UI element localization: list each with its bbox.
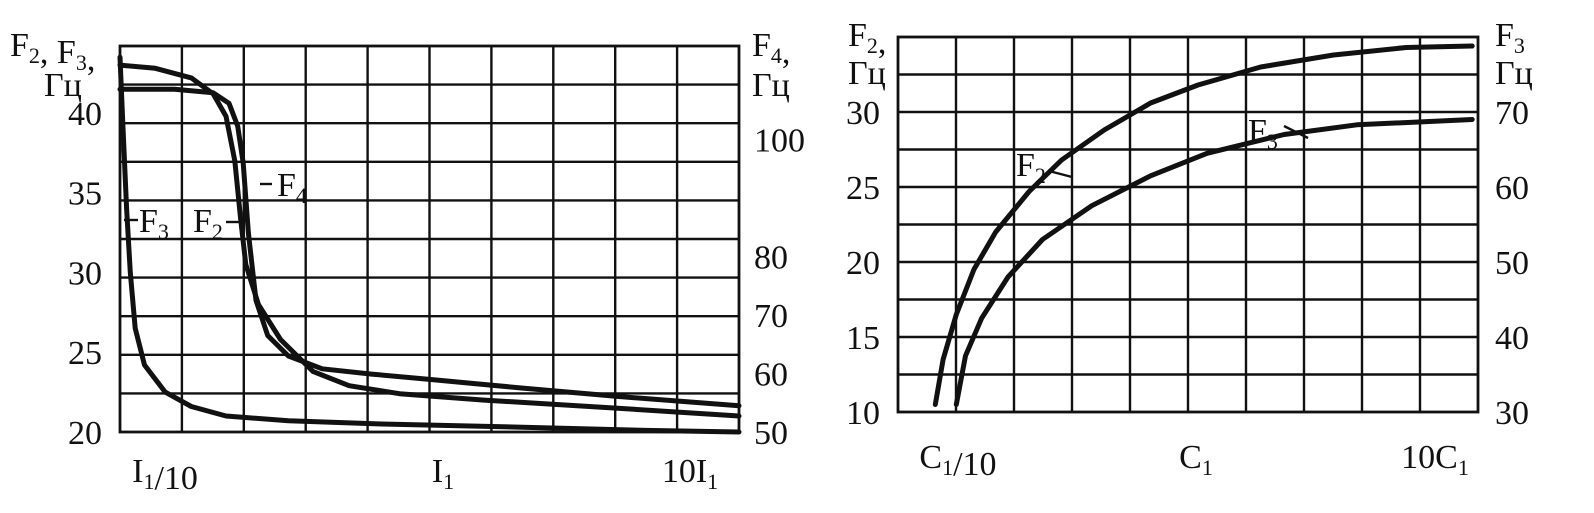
x-tick-label: C1/10: [919, 439, 996, 483]
series-F2-line: [932, 43, 1475, 407]
right-tick-label: 60: [1495, 170, 1529, 207]
right-tick-label: 50: [754, 415, 788, 452]
x-tick-label: C1: [1179, 439, 1213, 480]
left-tick-label: 25: [68, 335, 102, 372]
left-axis-label: Гц: [44, 67, 82, 104]
left-tick-label: 20: [846, 245, 880, 282]
series-F2-leader: [1048, 169, 1073, 179]
series-F3-leader: [1283, 124, 1309, 140]
plot-frame: [896, 35, 1480, 414]
series-F2-label: F2: [193, 203, 223, 244]
series-F3-label: F3: [139, 203, 169, 244]
grid: [120, 46, 739, 432]
left-tick-label: 35: [68, 176, 102, 213]
right-tick-label: 100: [754, 123, 805, 160]
x-tick-label: I1/10: [132, 453, 198, 497]
left-tick-label: 15: [846, 320, 880, 357]
right-tick-label: 70: [1495, 95, 1529, 132]
right-axis-label: F4,: [752, 27, 790, 71]
x-tick-label: I1: [432, 453, 454, 494]
series-F3-label: F3: [1248, 113, 1278, 154]
right-tick-label: 70: [754, 298, 788, 335]
series-F2-label: F2: [1016, 147, 1046, 188]
left-tick-label: 30: [846, 95, 880, 132]
x-tick-label: 10I1: [662, 453, 718, 494]
plot-frame: [118, 44, 741, 434]
series-F3-line: [953, 117, 1475, 407]
left-axis-label: F2, F3,: [10, 27, 95, 78]
right-axis-label: Гц: [1495, 55, 1533, 92]
x-tick-label: 10C1: [1401, 439, 1469, 480]
left-tick-label: 40: [68, 96, 102, 133]
left-axis-label: F2,: [848, 17, 886, 61]
left-tick-label: 30: [68, 255, 102, 292]
right-axis-label: Гц: [752, 67, 790, 104]
right-axis-label: F3: [1495, 17, 1525, 58]
series-F4-label: F4: [277, 167, 307, 208]
left-tick-label: 10: [846, 395, 880, 432]
left-axis-label: Гц: [848, 55, 886, 92]
left-tick-label: 20: [68, 415, 102, 452]
right-tick-label: 60: [754, 357, 788, 394]
series-F4-line: [117, 86, 742, 409]
right-tick-label: 40: [1495, 320, 1529, 357]
right-tick-label: 80: [754, 240, 788, 277]
right-tick-label: 30: [1495, 395, 1529, 432]
left-tick-label: 25: [846, 170, 880, 207]
right-tick-label: 50: [1495, 245, 1529, 282]
grid: [898, 37, 1478, 412]
